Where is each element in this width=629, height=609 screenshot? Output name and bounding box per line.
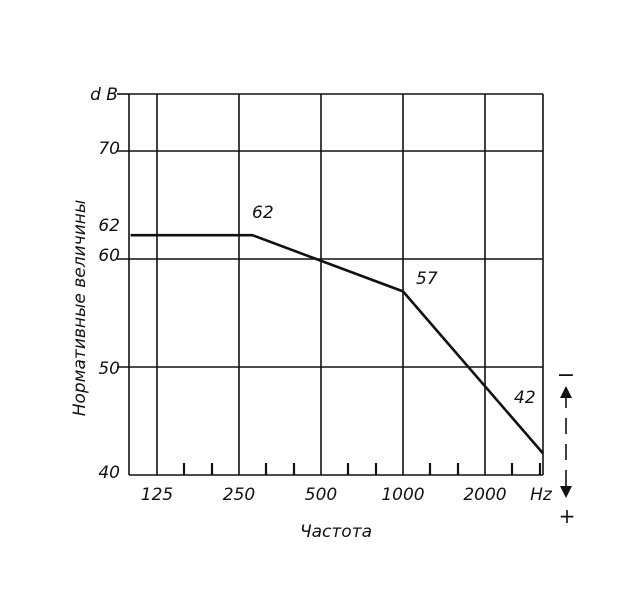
tolerance-indicator: − + (557, 363, 576, 528)
minor-ticks (182, 463, 542, 475)
series-line (130, 233, 544, 455)
tolerance-arrow-up-icon (560, 386, 572, 398)
point-label-57: 57 (416, 269, 438, 289)
y-unit: d B (90, 85, 118, 105)
y-tick-label-60: 60 (98, 246, 120, 266)
point-label-62: 62 (252, 203, 274, 223)
tolerance-minus-sign: − (557, 363, 575, 388)
point-label-42: 42 (514, 388, 536, 408)
x-tick-label-125: 125 (141, 485, 173, 505)
x-tick-label-2000: 2000 (463, 485, 506, 505)
grid (117, 93, 544, 476)
x-axis-label: Частота (300, 522, 372, 542)
y-tick-label-40: 40 (98, 463, 120, 483)
x-unit: Hz (530, 485, 553, 505)
y-tick-label-62: 62 (98, 216, 120, 236)
tolerance-arrow-down-icon (560, 486, 572, 498)
y-axis-label: Нормативные величины (70, 200, 90, 417)
x-tick-label-250: 250 (223, 485, 255, 505)
x-tick-label-500: 500 (305, 485, 337, 505)
x-tick-label-1000: 1000 (381, 485, 424, 505)
tolerance-plus-sign: + (559, 504, 576, 528)
y-tick-label-50: 50 (98, 359, 120, 379)
y-tick-label-70: 70 (98, 139, 120, 159)
